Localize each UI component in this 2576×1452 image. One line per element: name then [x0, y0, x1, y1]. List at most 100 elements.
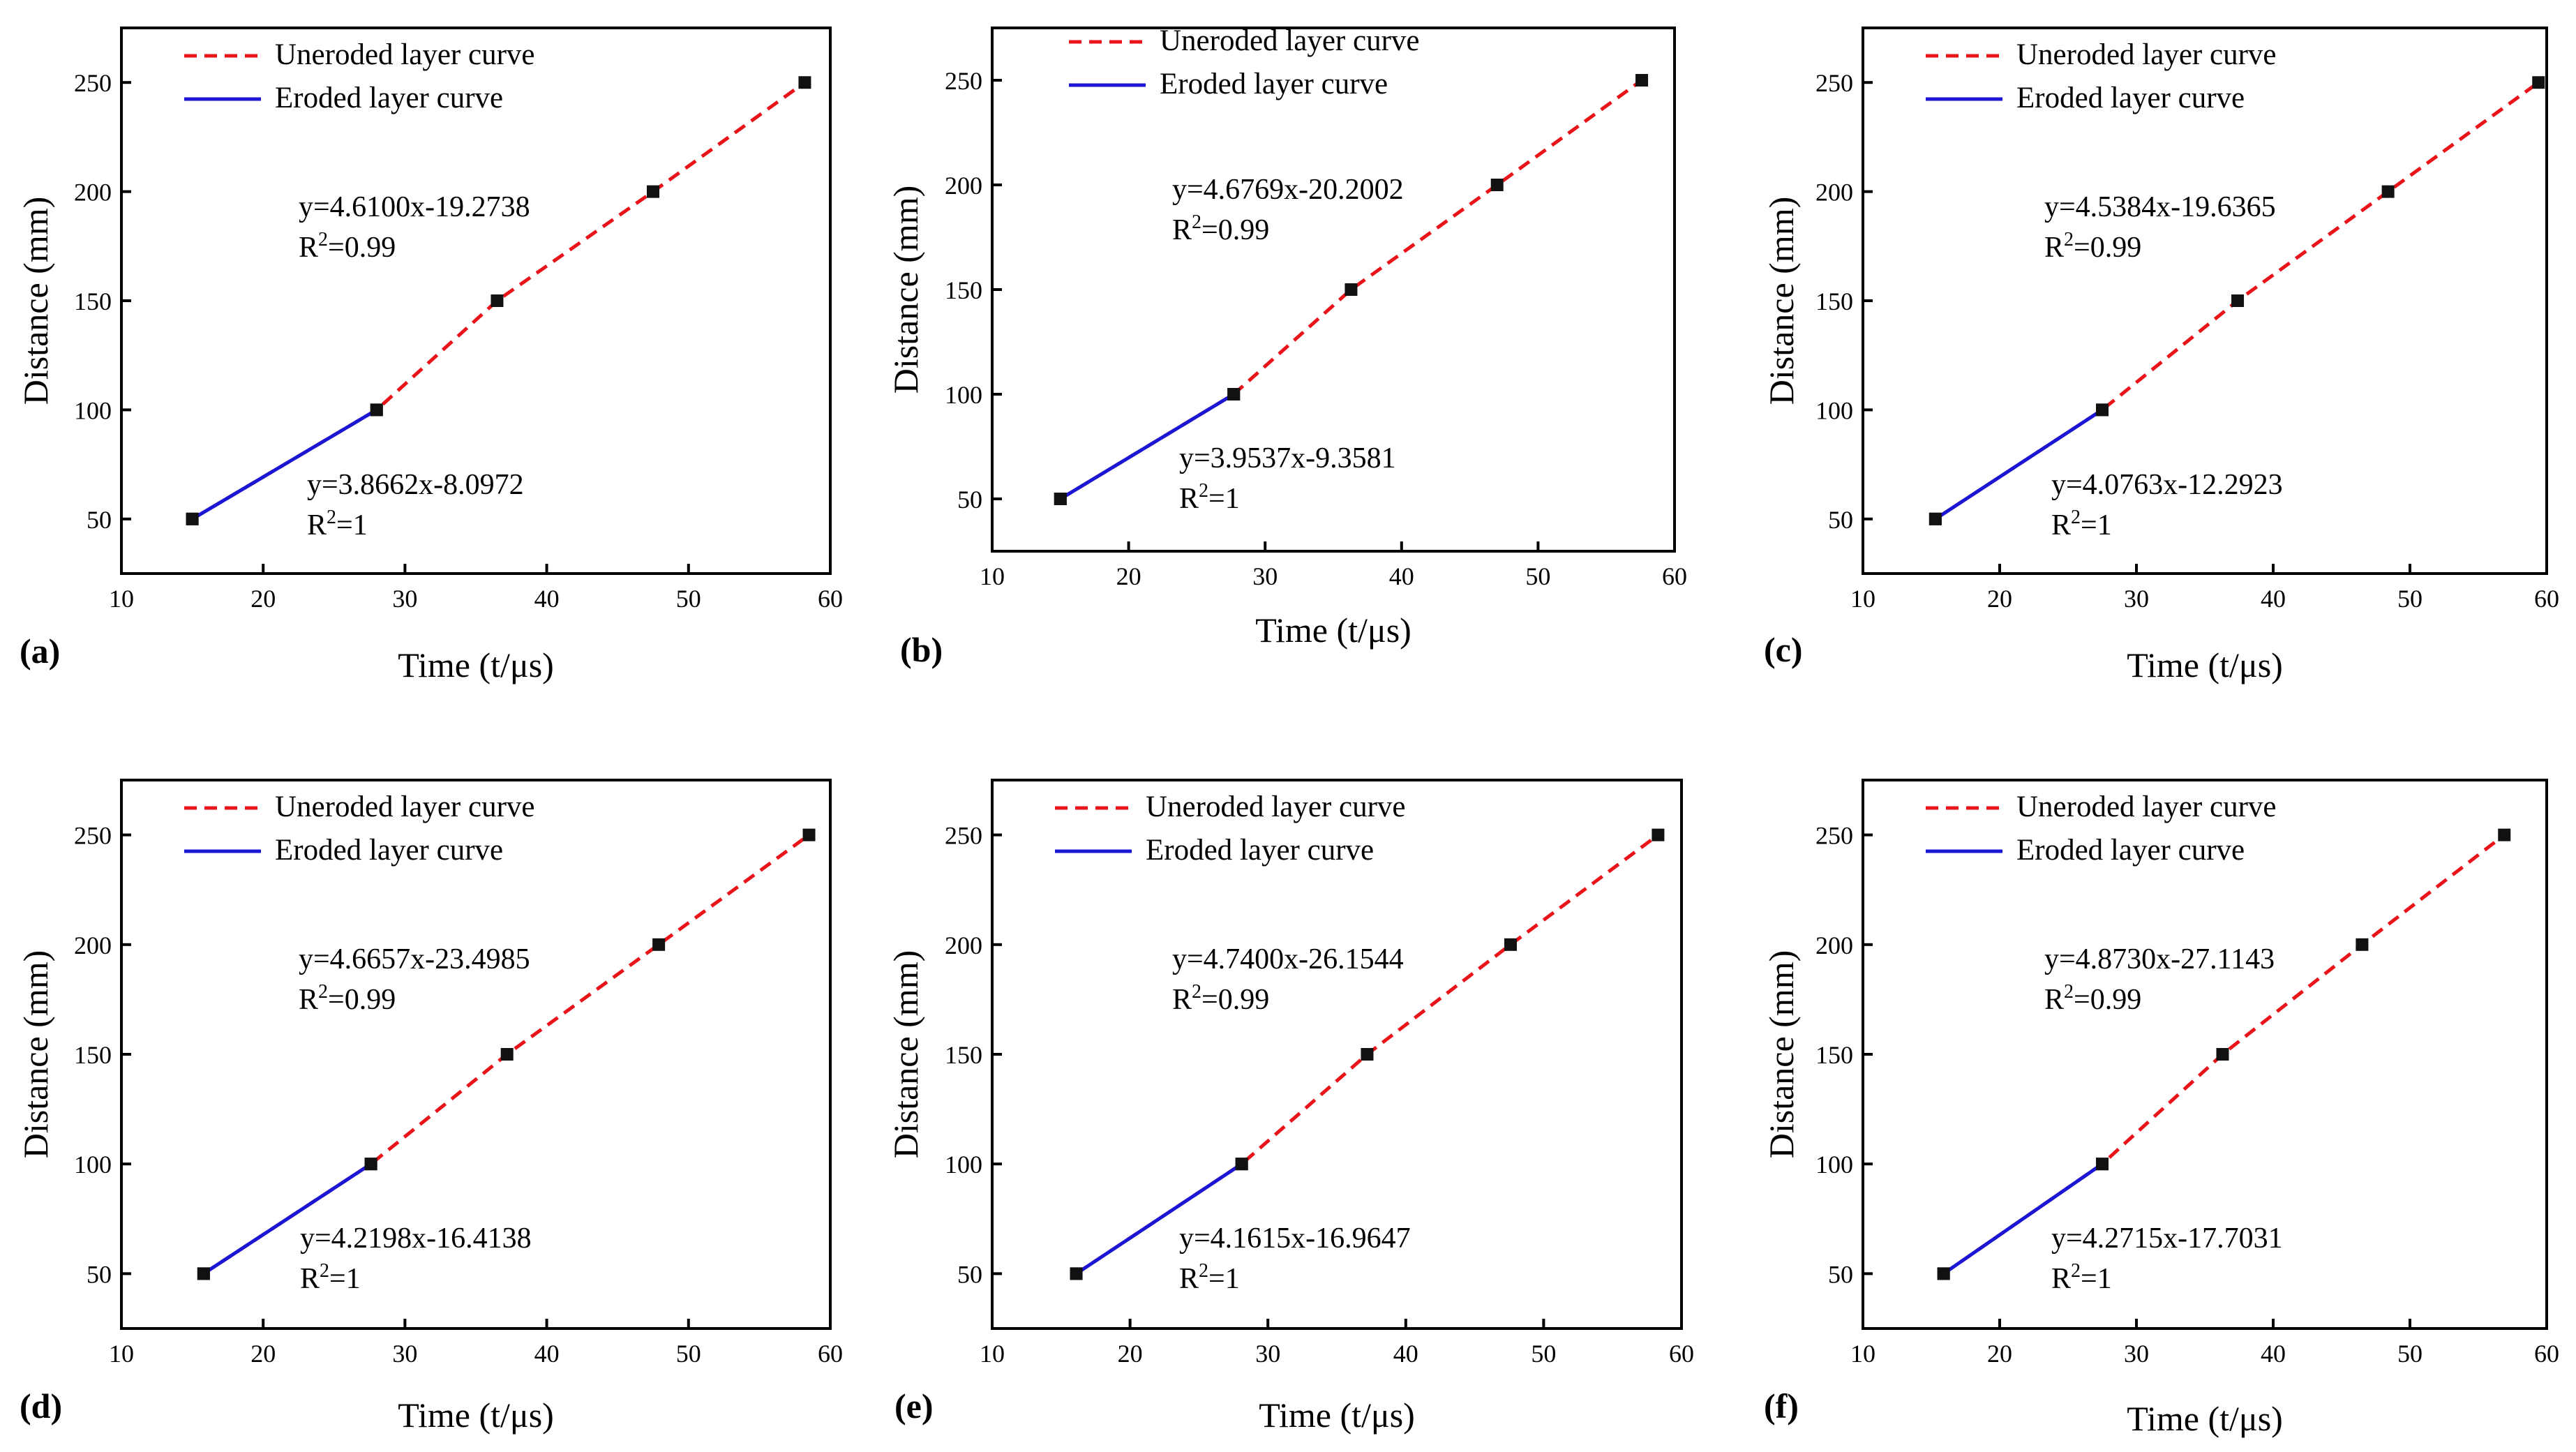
- legend-uneroded-label: Uneroded layer curve: [1146, 791, 1405, 823]
- panel-label: (d): [20, 1386, 62, 1425]
- uneroded-r-squared-prefix: R: [299, 984, 318, 1016]
- uneroded-r-squared-sup: 2: [318, 229, 328, 250]
- y-axis-label: Distance (mm): [16, 197, 55, 405]
- uneroded-equation: y=4.6657x-23.4985: [299, 943, 530, 975]
- x-tick-label: 10: [109, 585, 134, 613]
- eroded-series-line: [1942, 1162, 2104, 1275]
- y-tick-label: 150: [74, 1041, 112, 1069]
- eroded-r-squared-sup: 2: [327, 507, 336, 528]
- eroded-data-point: [1929, 512, 1942, 525]
- x-tick-label: 60: [818, 585, 843, 613]
- chart-panel: 10 20 30 40 50 60 50 100 150 200 250 Time (t/μs) Dis…: [16, 779, 843, 1435]
- x-tick-label: 40: [534, 585, 560, 613]
- x-tick-label: 20: [1118, 1340, 1143, 1368]
- y-tick-label: 100: [1815, 1151, 1853, 1178]
- uneroded-data-point: [798, 76, 811, 89]
- y-axis-label: Distance (mm): [1762, 197, 1801, 405]
- chart-panel: 10 20 30 40 50 60 50 100 150 200 250 Time (t/μs) Dis…: [1762, 27, 2559, 684]
- legend-eroded-label: Eroded layer curve: [275, 82, 503, 114]
- y-tick-label: 50: [957, 1260, 982, 1288]
- legend-eroded-label: Eroded layer curve: [275, 834, 503, 867]
- eroded-data-point: [186, 512, 199, 525]
- uneroded-data-point: [1361, 1048, 1374, 1061]
- y-tick-label: 200: [1815, 931, 1853, 959]
- x-axis-label: Time (t/μs): [1255, 611, 1411, 650]
- x-tick-label: 30: [1252, 562, 1278, 590]
- uneroded-data-point: [2231, 294, 2245, 307]
- eroded-r-squared: R2=1: [1179, 1260, 1240, 1295]
- uneroded-r-squared-sup: 2: [2064, 229, 2074, 250]
- eroded-data-point: [1054, 493, 1067, 505]
- chart-panel: 10 20 30 40 50 60 50 100 150 200 250 Time (t/μs) Dis…: [886, 779, 1694, 1435]
- uneroded-equation: y=4.6769x-20.2002: [1172, 174, 1404, 206]
- uneroded-data-point: [2532, 76, 2545, 89]
- uneroded-r-squared: R2=0.99: [299, 229, 396, 264]
- x-tick-label: 60: [2534, 585, 2559, 613]
- y-tick-label: 100: [1815, 396, 1853, 424]
- y-axis-label: Distance (mm): [1762, 950, 1801, 1159]
- legend-eroded-label: Eroded layer curve: [1146, 834, 1374, 867]
- x-tick-label: 40: [534, 1340, 560, 1368]
- uneroded-r-squared-prefix: R: [2044, 232, 2064, 264]
- y-tick-label: 200: [74, 931, 112, 959]
- panel-label: (e): [894, 1386, 934, 1425]
- y-tick-label: 200: [945, 931, 982, 959]
- eroded-r-squared-value: =1: [2081, 509, 2112, 541]
- uneroded-equation: y=4.7400x-26.1544: [1172, 943, 1404, 975]
- panel-label: (b): [900, 630, 943, 669]
- x-tick-label: 20: [1116, 562, 1141, 590]
- eroded-data-point: [370, 403, 383, 417]
- uneroded-r-squared-sup: 2: [318, 981, 328, 1003]
- uneroded-r-squared-prefix: R: [1172, 214, 1192, 246]
- x-axis-label: Time (t/μs): [398, 1395, 554, 1435]
- x-tick-label: 10: [980, 562, 1005, 590]
- uneroded-data-point: [802, 828, 816, 841]
- uneroded-r-squared-prefix: R: [1172, 984, 1192, 1016]
- y-tick-label: 250: [945, 822, 982, 850]
- y-tick-label: 200: [1815, 179, 1853, 207]
- eroded-equation: y=4.1615x-16.9647: [1179, 1222, 1411, 1255]
- y-tick-label: 150: [74, 287, 112, 315]
- x-tick-label: 40: [1393, 1340, 1418, 1368]
- uneroded-r-squared-sup: 2: [1192, 211, 1201, 233]
- eroded-r-squared-value: =1: [329, 1263, 361, 1295]
- y-tick-label: 150: [1815, 287, 1853, 315]
- panel-label: (f): [1764, 1386, 1799, 1425]
- legend-eroded-label: Eroded layer curve: [2016, 834, 2245, 867]
- y-tick-label: 200: [945, 172, 982, 200]
- eroded-r-squared-value: =1: [1208, 1263, 1240, 1295]
- eroded-r-squared-prefix: R: [1179, 483, 1199, 515]
- y-tick-label: 50: [1828, 1260, 1853, 1288]
- eroded-r-squared: R2=1: [307, 507, 368, 541]
- panel-label: (c): [1764, 630, 1803, 669]
- y-axis-label: Distance (mm): [886, 950, 925, 1159]
- y-tick-label: 250: [1815, 822, 1853, 850]
- uneroded-r-squared-value: =0.99: [328, 232, 396, 264]
- legend-uneroded-label: Uneroded layer curve: [275, 38, 534, 71]
- y-tick-label: 50: [87, 1260, 112, 1288]
- chart-panel: 10 20 30 40 50 60 50 100 150 200 250 Time (t/μs) Dis…: [886, 24, 1687, 669]
- legend-uneroded-label: Uneroded layer curve: [1160, 24, 1419, 57]
- eroded-r-squared-prefix: R: [2051, 1263, 2071, 1295]
- legend-uneroded-label: Uneroded layer curve: [2016, 38, 2276, 71]
- x-tick-label: 40: [1389, 562, 1414, 590]
- uneroded-data-point: [1490, 179, 1504, 191]
- eroded-series-line: [202, 1162, 373, 1275]
- uneroded-r-squared-value: =0.99: [1201, 984, 1269, 1016]
- uneroded-r-squared-sup: 2: [1192, 981, 1201, 1003]
- uneroded-data-point: [1504, 938, 1517, 951]
- uneroded-r-squared-sup: 2: [2064, 981, 2074, 1003]
- uneroded-r-squared-value: =0.99: [328, 984, 396, 1016]
- x-axis-label: Time (t/μs): [398, 645, 554, 684]
- eroded-data-point: [197, 1267, 210, 1280]
- legend-eroded-label: Eroded layer curve: [2016, 82, 2245, 114]
- y-tick-label: 50: [957, 486, 982, 514]
- eroded-series-line: [1934, 408, 2104, 521]
- y-tick-label: 200: [74, 179, 112, 207]
- x-tick-label: 20: [1987, 1340, 2012, 1368]
- eroded-data-point: [1235, 1158, 1248, 1171]
- x-tick-label: 10: [1850, 1340, 1875, 1368]
- uneroded-data-point: [652, 938, 666, 951]
- uneroded-data-point: [500, 1048, 514, 1061]
- chart-panel: 10 20 30 40 50 60 50 100 150 200 250 Time (t/μs) Dis…: [16, 27, 843, 684]
